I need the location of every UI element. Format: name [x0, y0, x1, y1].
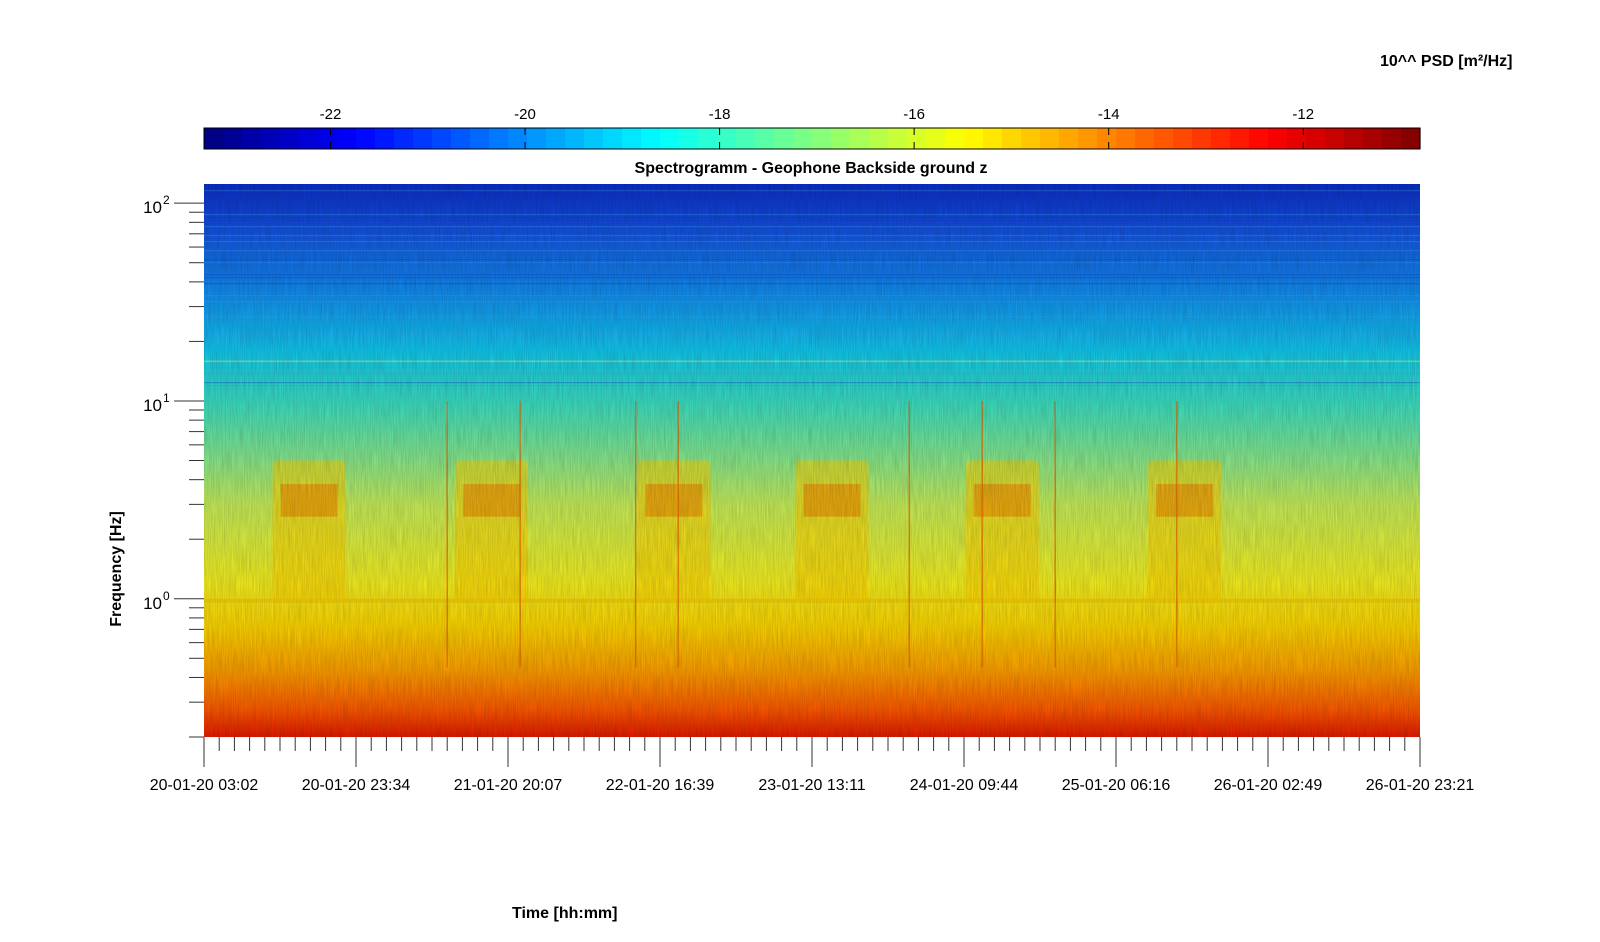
colorbar-cell — [983, 128, 1003, 149]
colorbar-cell — [1021, 128, 1041, 149]
colorbar-cell — [394, 128, 414, 149]
colorbar-cell — [1268, 128, 1288, 149]
colorbar-cell — [204, 128, 224, 149]
colorbar-cell — [1002, 128, 1022, 149]
colorbar-cell — [413, 128, 433, 149]
colorbar-cell — [546, 128, 566, 149]
colorbar-cell — [527, 128, 547, 149]
colorbar-frame — [203, 127, 1421, 150]
colorbar-cell — [299, 128, 319, 149]
x-tick-label: 23-01-20 13:11 — [758, 777, 865, 794]
y-axis-label: Frequency [Hz] — [108, 511, 125, 627]
colorbar-cell — [318, 128, 338, 149]
colorbar: -22 -20 -18 -16 -14 -12 — [203, 106, 1421, 150]
chart-title: Spectrogramm - Geophone Backside ground … — [634, 160, 988, 177]
spectrogram-image — [204, 184, 1420, 737]
colorbar-cell — [508, 128, 528, 149]
colorbar-cell — [1116, 128, 1136, 149]
colorbar-cell — [964, 128, 984, 149]
colorbar-cell — [1154, 128, 1174, 149]
colorbar-cell — [1363, 128, 1383, 149]
colorbar-cell — [280, 128, 300, 149]
colorbar-cell — [1230, 128, 1250, 149]
colorbar-cell — [337, 128, 357, 149]
colorbar-cell — [641, 128, 661, 149]
colorbar-cell — [660, 128, 680, 149]
colorbar-cell — [1078, 128, 1098, 149]
y-tick-exponent: 1 — [163, 391, 170, 405]
colorbar-label: 10^^ PSD [m²/Hz] — [1380, 53, 1513, 70]
colorbar-cell — [1287, 128, 1307, 149]
colorbar-cell — [584, 128, 604, 149]
colorbar-cell — [1306, 128, 1326, 149]
colorbar-cell — [451, 128, 471, 149]
colorbar-cell — [603, 128, 623, 149]
colorbar-cell — [375, 128, 395, 149]
colorbar-cell — [1211, 128, 1231, 149]
colorbar-cell — [945, 128, 965, 149]
colorbar-cell — [1344, 128, 1364, 149]
colorbar-cell — [1382, 128, 1402, 149]
colorbar-cell — [736, 128, 756, 149]
colorbar-cell — [1249, 128, 1269, 149]
colorbar-cell — [1097, 128, 1117, 149]
colorbar-cell — [565, 128, 585, 149]
x-tick-label: 24-01-20 09:44 — [910, 777, 1019, 794]
colorbar-cell — [1401, 128, 1421, 149]
colorbar-cell — [356, 128, 376, 149]
colorbar-cell — [926, 128, 946, 149]
x-tick-label: 20-01-20 03:02 — [150, 777, 259, 794]
colorbar-cell — [812, 128, 832, 149]
colorbar-cell — [489, 128, 509, 149]
colorbar-cell — [1059, 128, 1079, 149]
colorbar-cell — [223, 128, 243, 149]
colorbar-tick-label: -18 — [709, 106, 731, 123]
colorbar-tick-label: -20 — [514, 106, 536, 123]
colorbar-cell — [1192, 128, 1212, 149]
colorbar-cell — [717, 128, 737, 149]
x-tick-label: 26-01-20 23:21 — [1366, 777, 1475, 794]
y-tick-label: 10 — [143, 198, 162, 217]
x-axis-label: Time [hh:mm] — [512, 905, 618, 922]
x-tick-label: 21-01-20 20:07 — [454, 777, 563, 794]
colorbar-ticks: -22 -20 -18 -16 -14 -12 — [320, 106, 1314, 149]
x-tick-label: 20-01-20 23:34 — [302, 777, 411, 794]
colorbar-cell — [907, 128, 927, 149]
colorbar-tick-label: -12 — [1292, 106, 1314, 123]
colorbar-cell — [242, 128, 262, 149]
colorbar-cell — [755, 128, 775, 149]
colorbar-cell — [869, 128, 889, 149]
y-tick-exponent: 2 — [163, 193, 170, 207]
x-axis-ticks: 20-01-20 03:02 20-01-20 23:34 21-01-20 20:… — [150, 737, 1475, 794]
colorbar-cell — [850, 128, 870, 149]
colorbar-cell — [793, 128, 813, 149]
x-tick-label: 22-01-20 16:39 — [606, 777, 715, 794]
colorbar-tick-label: -22 — [320, 106, 342, 123]
spectrogram-noise — [204, 184, 1420, 737]
y-tick-label: 10 — [143, 594, 162, 613]
colorbar-cell — [470, 128, 490, 149]
colorbar-cell — [831, 128, 851, 149]
colorbar-cell — [1173, 128, 1193, 149]
y-tick-label: 10 — [143, 396, 162, 415]
colorbar-cell — [1040, 128, 1060, 149]
colorbar-cell — [888, 128, 908, 149]
colorbar-tick-label: -16 — [903, 106, 925, 123]
colorbar-cell — [432, 128, 452, 149]
colorbar-cell — [774, 128, 794, 149]
colorbar-gradient — [204, 128, 1421, 149]
colorbar-tick-label: -14 — [1098, 106, 1120, 123]
colorbar-cell — [1325, 128, 1345, 149]
colorbar-cell — [261, 128, 281, 149]
y-tick-exponent: 0 — [163, 589, 170, 603]
x-tick-label: 26-01-20 02:49 — [1214, 777, 1323, 794]
colorbar-cell — [622, 128, 642, 149]
colorbar-cell — [1135, 128, 1155, 149]
x-tick-label: 25-01-20 06:16 — [1062, 777, 1171, 794]
colorbar-cell — [679, 128, 699, 149]
colorbar-cell — [698, 128, 718, 149]
